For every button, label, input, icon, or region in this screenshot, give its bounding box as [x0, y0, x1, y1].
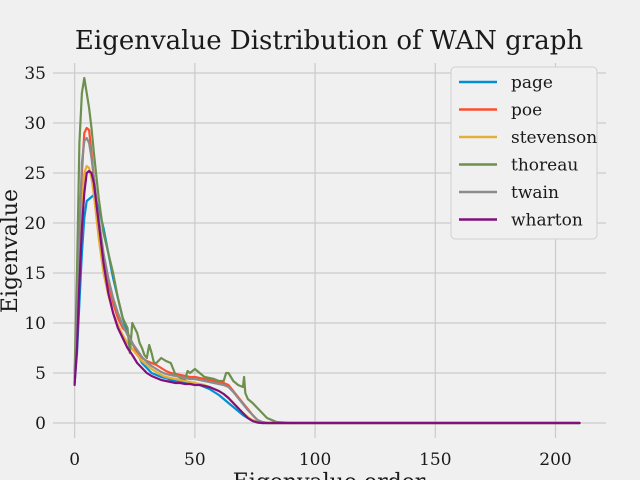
legend: page poe stevenson thoreau twain wharton: [450, 66, 598, 240]
chart-title: Eigenvalue Distribution of WAN graph: [75, 26, 583, 56]
legend-label-twain: twain: [511, 183, 559, 203]
y-tick-label: 20: [24, 214, 46, 234]
y-tick-label: 35: [24, 64, 46, 84]
legend-label-stevenson: stevenson: [511, 128, 597, 148]
y-tick-label: 30: [24, 114, 46, 134]
series-line-wharton: [73, 169, 581, 425]
x-tick-label: 50: [184, 450, 206, 470]
tick-labels: 0 5 10 15 20 25 30 35 0 50 100 150 200: [24, 64, 571, 470]
x-tick-label: 150: [419, 450, 451, 470]
grid: [53, 63, 606, 438]
legend-entries: page poe stevenson thoreau twain wharton: [459, 73, 597, 231]
y-axis-label: Eigenvalue: [0, 189, 23, 313]
y-tick-label: 25: [24, 164, 46, 184]
x-tick-label: 200: [539, 450, 571, 470]
y-tick-label: 10: [24, 314, 46, 334]
x-tick-label: 0: [69, 450, 80, 470]
legend-label-poe: poe: [511, 101, 542, 121]
legend-label-thoreau: thoreau: [511, 156, 578, 176]
legend-label-wharton: wharton: [511, 211, 583, 231]
y-tick-label: 15: [24, 264, 46, 284]
x-tick-label: 100: [299, 450, 331, 470]
series-lines: [73, 76, 581, 425]
series-line-thoreau: [73, 76, 581, 425]
x-axis-label: Eigenvalue order: [233, 470, 426, 480]
y-tick-label: 0: [35, 414, 46, 434]
legend-label-page: page: [511, 73, 553, 93]
y-tick-label: 5: [35, 364, 46, 384]
